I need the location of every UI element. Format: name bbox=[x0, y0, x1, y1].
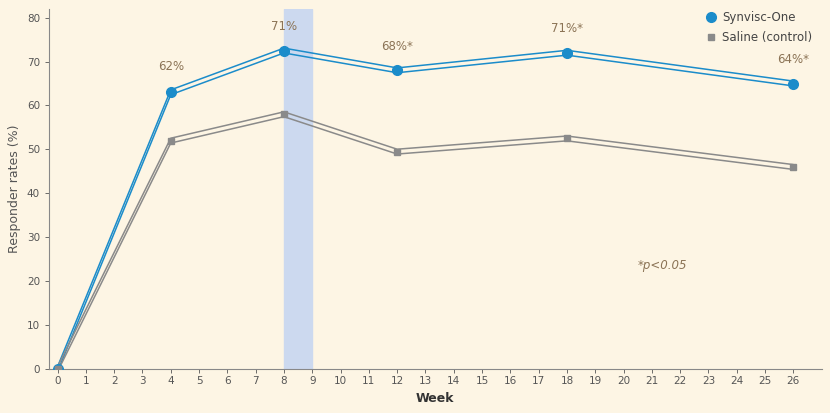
Text: 71%: 71% bbox=[271, 20, 297, 33]
Saline (control) bbox=[52, 367, 62, 372]
Bar bbox=[284, 9, 312, 369]
Line: Synvisc-One: Synvisc-One bbox=[52, 46, 798, 374]
Text: *p<0.05: *p<0.05 bbox=[637, 259, 687, 273]
Synvisc-One bbox=[562, 50, 572, 55]
Saline (control) bbox=[279, 112, 289, 117]
Saline (control) bbox=[392, 149, 402, 154]
Legend: Synvisc-One, Saline (control): Synvisc-One, Saline (control) bbox=[703, 7, 816, 47]
X-axis label: Week: Week bbox=[416, 392, 455, 405]
Saline (control) bbox=[166, 138, 176, 143]
Text: 71%*: 71%* bbox=[551, 22, 583, 35]
Synvisc-One bbox=[166, 90, 176, 95]
Saline (control) bbox=[788, 164, 798, 169]
Synvisc-One bbox=[788, 81, 798, 86]
Text: 68%*: 68%* bbox=[381, 40, 413, 53]
Text: 64%*: 64%* bbox=[778, 53, 809, 66]
Saline (control) bbox=[562, 136, 572, 141]
Y-axis label: Responder rates (%): Responder rates (%) bbox=[8, 125, 22, 253]
Synvisc-One bbox=[392, 68, 402, 73]
Text: 62%: 62% bbox=[158, 59, 183, 73]
Synvisc-One bbox=[52, 367, 62, 372]
Line: Saline (control): Saline (control) bbox=[54, 111, 797, 373]
Synvisc-One bbox=[279, 48, 289, 53]
